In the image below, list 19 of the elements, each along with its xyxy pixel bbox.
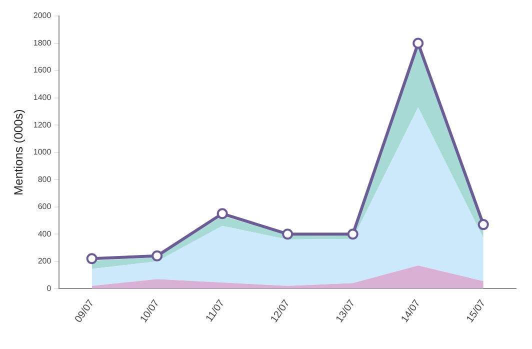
- y-tick-label: 200: [38, 256, 52, 266]
- y-tick-label: 1800: [33, 38, 52, 48]
- point: [86, 253, 98, 264]
- y-tick-label: 0: [46, 284, 52, 293]
- point: [478, 219, 489, 230]
- y-tick-label: 800: [38, 174, 52, 184]
- y-tick-label: 1400: [33, 92, 52, 102]
- y-tick-label: 400: [38, 229, 52, 238]
- point: [347, 228, 358, 240]
- point: [152, 250, 163, 262]
- point: [412, 38, 424, 49]
- point: [282, 228, 294, 240]
- y-tick-label: 2000: [33, 11, 52, 20]
- y-tick-label: 1000: [33, 148, 52, 157]
- y-tick-label: 600: [38, 202, 52, 212]
- y-tick-label: 1200: [33, 120, 52, 130]
- y-axis-title: Mentions (000s): [12, 109, 26, 196]
- y-tick-label: 1600: [33, 66, 52, 75]
- point: [216, 208, 228, 220]
